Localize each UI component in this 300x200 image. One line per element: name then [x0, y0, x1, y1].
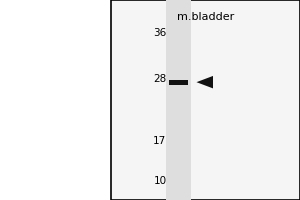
Text: m.bladder: m.bladder	[177, 12, 234, 22]
Text: 36: 36	[153, 28, 167, 38]
Text: 17: 17	[153, 136, 167, 146]
Text: 28: 28	[153, 74, 167, 84]
Bar	[169, 80, 188, 85]
Bar	[166, 0, 191, 200]
Text: 10: 10	[153, 176, 167, 186]
Bar	[111, 0, 300, 200]
Polygon shape	[196, 76, 213, 88]
